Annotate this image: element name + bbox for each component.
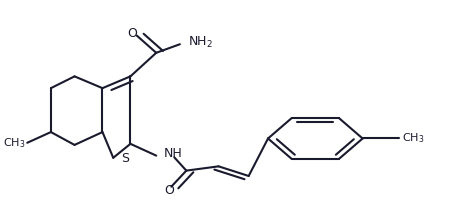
Text: NH$_2$: NH$_2$ xyxy=(188,35,212,50)
Text: CH$_3$: CH$_3$ xyxy=(3,136,25,150)
Text: CH$_3$: CH$_3$ xyxy=(402,132,424,145)
Text: O: O xyxy=(127,27,137,40)
Text: S: S xyxy=(122,152,129,165)
Text: NH: NH xyxy=(164,147,183,160)
Text: O: O xyxy=(164,184,174,197)
